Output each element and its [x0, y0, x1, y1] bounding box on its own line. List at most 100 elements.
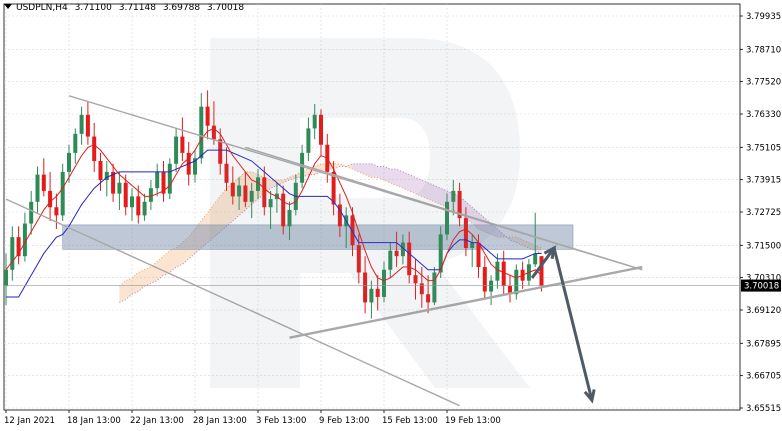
- y-tick-label: 3.65515: [746, 404, 781, 414]
- candle-body: [470, 242, 475, 249]
- candle-body: [224, 163, 229, 183]
- candle-body: [167, 163, 172, 194]
- x-tick-label: 22 Jan 13:00: [130, 416, 184, 426]
- forecast-up-arrowhead: [543, 245, 557, 260]
- candle-body: [413, 275, 418, 284]
- candle-body: [306, 128, 311, 153]
- y-tick-label: 3.71500: [746, 241, 781, 251]
- candle-body: [79, 114, 84, 134]
- kumo-segment: [497, 228, 504, 238]
- kumo-segment: [402, 171, 410, 191]
- candle-body: [363, 272, 368, 303]
- candle-body: [136, 196, 141, 216]
- x-tick-label: 12 Jan 2021: [4, 416, 55, 426]
- candle-body: [92, 136, 97, 162]
- y-tick-label: 3.72725: [746, 208, 781, 218]
- candle-body: [300, 152, 305, 183]
- kumo-segment: [352, 163, 359, 172]
- candle-body: [476, 242, 481, 268]
- candle-body: [463, 218, 468, 249]
- candle-body: [337, 204, 342, 227]
- kumo-segment: [163, 250, 170, 276]
- candle-body: [174, 136, 179, 164]
- kumo-segment: [384, 166, 391, 183]
- candle-body: [60, 171, 65, 216]
- candle-body: [54, 207, 59, 216]
- candle-body: [539, 256, 544, 287]
- candle-body: [85, 114, 90, 137]
- candle-body: [426, 294, 431, 303]
- candle-body: [356, 245, 361, 273]
- kumo-segment: [365, 163, 372, 178]
- current-price-tag: [741, 279, 781, 292]
- forecast-down-leg: [552, 247, 594, 401]
- y-tick-label: 3.77520: [746, 78, 781, 88]
- kijun-sen-line: [6, 149, 542, 298]
- kumo-segment: [283, 177, 290, 183]
- candle-body: [256, 177, 260, 191]
- candle-body: [111, 171, 116, 194]
- high-value: 3.71148: [118, 3, 156, 13]
- candle-body: [16, 237, 21, 257]
- candle-body: [268, 199, 273, 208]
- kumo-segment: [220, 188, 227, 232]
- candle-body: [4, 269, 8, 287]
- y-tick-label: 3.79935: [746, 12, 781, 22]
- kumo-segment: [132, 272, 139, 295]
- candle-body: [211, 125, 216, 140]
- kumo-segment: [169, 248, 177, 273]
- candle-body: [161, 171, 166, 194]
- kumo-span-a-line: [119, 163, 542, 287]
- candle-body: [10, 237, 15, 270]
- y-tick-label: 3.67895: [746, 339, 781, 349]
- candle-body: [193, 158, 197, 175]
- kumo-segment: [144, 267, 151, 287]
- candle-body: [489, 280, 494, 292]
- kumo-segment: [239, 171, 246, 216]
- kumo-span-b-line: [119, 163, 542, 303]
- y-tick-label: 3.70310: [746, 274, 781, 284]
- support-resistance-zone: [62, 224, 574, 250]
- kumo-segment: [289, 174, 296, 181]
- candle-body: [331, 171, 336, 205]
- candle-body: [438, 234, 443, 273]
- triangle-upper-line: [245, 146, 643, 271]
- kumo-segment: [434, 185, 441, 205]
- kumo-segment: [371, 163, 378, 178]
- candle-body: [400, 242, 405, 257]
- x-tick-label: 18 Jan 13:00: [67, 416, 121, 426]
- candle-body: [148, 188, 153, 202]
- kumo-segment: [478, 212, 485, 232]
- kumo-segment: [176, 242, 183, 268]
- menu-triangle-icon[interactable]: [4, 4, 12, 9]
- candle-body: [29, 201, 34, 224]
- candle-body: [312, 114, 317, 129]
- kumo-segment: [421, 180, 429, 200]
- candle-body: [22, 223, 27, 257]
- low-value: 3.69788: [162, 3, 201, 13]
- kumo-segment: [213, 196, 221, 238]
- kumo-segment: [377, 166, 384, 181]
- candle-body: [230, 182, 235, 197]
- candle-body: [249, 190, 254, 202]
- x-tick-label: 15 Feb 13:00: [382, 416, 438, 426]
- tenkan-sen-line: [5, 127, 542, 282]
- kumo-segment: [339, 163, 347, 167]
- symbol-label: USDPLN,H4: [16, 3, 68, 13]
- close-value: 3.70018: [206, 3, 245, 13]
- candle-body: [237, 185, 242, 197]
- kumo-segment: [333, 163, 340, 170]
- kumo-segment: [522, 239, 529, 249]
- y-tick-label: 3.78710: [746, 45, 781, 55]
- kumo-segment: [428, 182, 435, 202]
- candle-body: [205, 106, 210, 126]
- kumo-segment: [346, 163, 353, 170]
- candle-body: [104, 171, 109, 181]
- candle-body: [262, 177, 267, 208]
- candle-body: [35, 174, 40, 202]
- current-price-label: 3.70018: [744, 282, 779, 292]
- candle-body: [199, 106, 204, 159]
- candle-body: [48, 190, 53, 208]
